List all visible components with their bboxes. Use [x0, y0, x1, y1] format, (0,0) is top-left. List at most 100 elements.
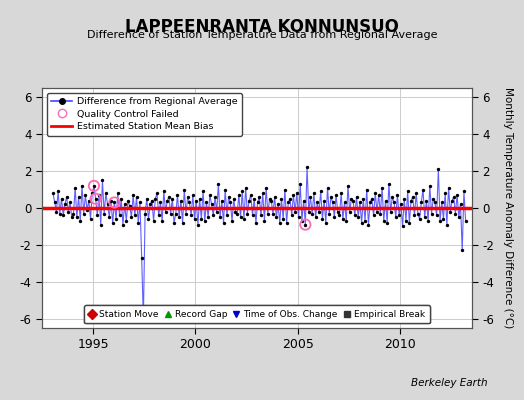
Point [403, 188, 412, 194]
Point [369, 212, 378, 218]
Point [262, 184, 270, 191]
Point [178, 220, 187, 226]
Point [185, 199, 193, 206]
Point [286, 196, 294, 202]
Point [296, 181, 304, 187]
Point [444, 184, 453, 191]
Point [279, 216, 287, 222]
Point [381, 198, 390, 204]
Point [228, 218, 236, 224]
Point [428, 210, 436, 217]
Point [337, 190, 345, 196]
Point [250, 196, 258, 202]
Point [194, 222, 202, 228]
Point [359, 196, 367, 202]
Point [64, 208, 72, 215]
Point [175, 214, 183, 220]
Point [143, 196, 151, 202]
Point [130, 212, 139, 218]
Point [323, 184, 332, 191]
Text: Difference of Station Temperature Data from Regional Average: Difference of Station Temperature Data f… [87, 30, 437, 40]
Point [379, 218, 388, 224]
Point [378, 184, 386, 191]
Point [81, 192, 90, 198]
Point [187, 212, 195, 218]
Point [311, 214, 320, 220]
Point [149, 218, 158, 224]
Point [254, 199, 262, 206]
Point [80, 210, 88, 217]
Point [424, 218, 432, 224]
Point [364, 222, 373, 228]
Point [117, 196, 125, 202]
Point [345, 208, 354, 215]
Point [105, 214, 114, 220]
Point [292, 190, 301, 196]
Point [126, 203, 134, 209]
Point [148, 198, 156, 204]
Point [243, 210, 252, 217]
Point [84, 198, 93, 204]
Point [325, 210, 333, 217]
Point [86, 216, 95, 222]
Point [416, 216, 424, 222]
Point [409, 194, 417, 200]
Point [189, 192, 197, 198]
Point [160, 188, 168, 194]
Point [322, 220, 330, 226]
Point [339, 216, 347, 222]
Point [153, 190, 161, 196]
Point [349, 198, 357, 204]
Point [395, 212, 403, 218]
Point [245, 198, 253, 204]
Text: Berkeley Earth: Berkeley Earth [411, 378, 487, 388]
Point [224, 194, 233, 200]
Point [267, 198, 276, 204]
Point [206, 192, 214, 198]
Point [136, 199, 144, 206]
Point [114, 190, 122, 196]
Point [50, 199, 59, 206]
Point [258, 190, 267, 196]
Point [458, 247, 466, 254]
Point [68, 214, 76, 220]
Point [270, 194, 279, 200]
Point [265, 196, 274, 202]
Point [103, 201, 112, 208]
Point [318, 216, 326, 222]
Point [425, 183, 434, 189]
Point [310, 190, 318, 196]
Point [146, 201, 155, 208]
Point [192, 198, 200, 204]
Point [201, 218, 209, 224]
Point [110, 199, 118, 206]
Point [439, 216, 447, 222]
Point [432, 212, 441, 218]
Point [129, 192, 137, 198]
Point [316, 188, 325, 194]
Point [315, 208, 323, 215]
Point [96, 222, 105, 228]
Point [272, 214, 280, 220]
Point [217, 198, 226, 204]
Point [397, 201, 405, 208]
Point [407, 198, 415, 204]
Point [134, 220, 143, 226]
Point [421, 214, 429, 220]
Point [391, 214, 400, 220]
Point [190, 216, 199, 222]
Point [405, 220, 413, 226]
Point [124, 198, 132, 204]
Point [375, 192, 383, 198]
Y-axis label: Monthly Temperature Anomaly Difference (°C): Monthly Temperature Anomaly Difference (… [504, 87, 514, 329]
Point [335, 212, 344, 218]
Point [171, 210, 180, 217]
Point [390, 199, 398, 206]
Point [231, 208, 239, 215]
Point [453, 192, 461, 198]
Point [456, 201, 465, 208]
Point [202, 199, 211, 206]
Point [163, 198, 171, 204]
Point [419, 186, 427, 193]
Point [393, 192, 401, 198]
